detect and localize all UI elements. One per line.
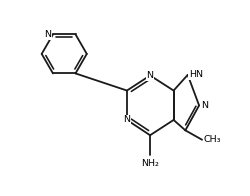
Text: HN: HN: [189, 70, 203, 79]
Text: N: N: [44, 30, 52, 39]
Text: N: N: [201, 101, 208, 110]
Text: CH₃: CH₃: [204, 135, 222, 144]
Text: NH₂: NH₂: [141, 159, 159, 168]
Text: N: N: [124, 115, 130, 124]
Text: N: N: [146, 71, 154, 80]
